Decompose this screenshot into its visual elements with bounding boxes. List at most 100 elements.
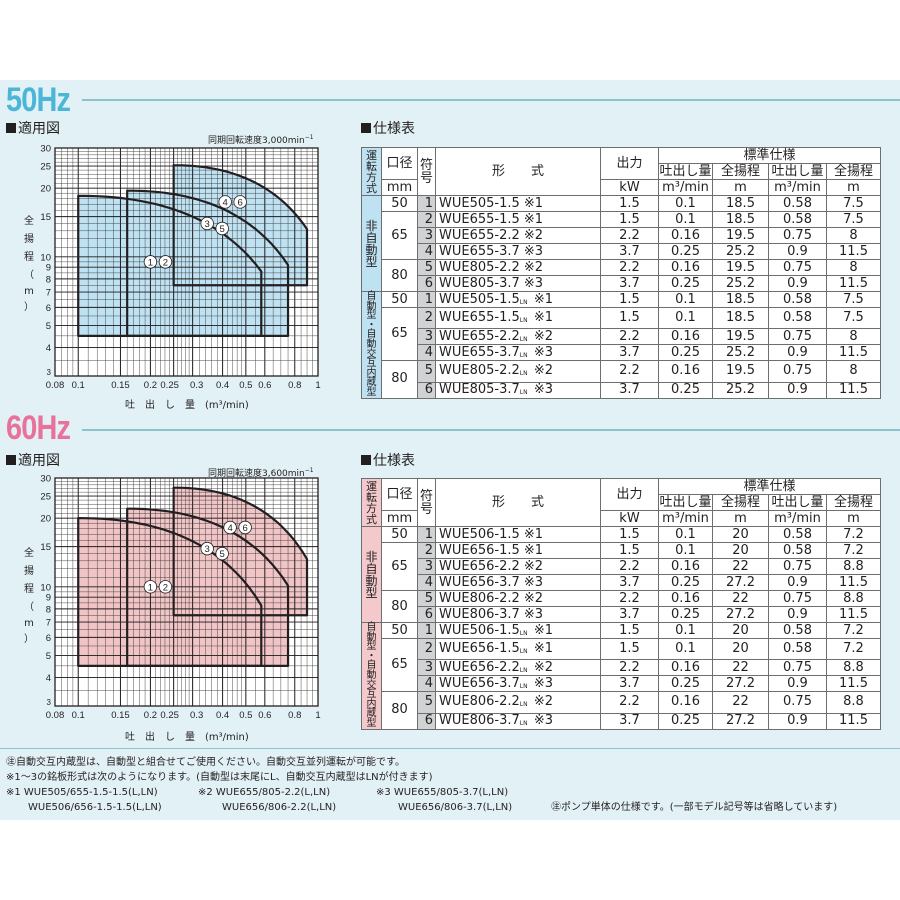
symbol-cell: 2 (417, 637, 436, 661)
header-head-2: 全揚程 (826, 163, 881, 180)
symbol-cell: 1 (417, 622, 436, 639)
flow-2-cell: 0.9 (768, 712, 827, 730)
svg-text:5: 5 (220, 549, 225, 560)
unit-head: m (826, 510, 881, 527)
flow-1-cell: 0.25 (658, 243, 713, 260)
flow-2-cell: 0.9 (768, 574, 827, 591)
head-2-cell: 7.5 (826, 291, 881, 308)
flow-2-cell: 0.75 (768, 259, 827, 276)
y-tick-label: 3 (47, 698, 52, 707)
table-row: 4 WUE656-3.7 ※3 3.7 0.25 27.2 0.9 11.5 (362, 574, 881, 591)
head-2-cell: 8 (826, 227, 881, 244)
head-2-cell: 7.5 (826, 195, 881, 212)
model-cell: WUE656-2.2 ※2 (435, 558, 601, 575)
svg-text:3: 3 (205, 544, 210, 555)
notes-divider (0, 748, 900, 749)
svg-text:6: 6 (242, 523, 247, 534)
head-2-cell: 8.8 (826, 659, 881, 677)
ln-suffix: LN (519, 351, 528, 359)
x-tick-label: 0.25 (160, 380, 179, 391)
flow-2-cell: 0.75 (768, 227, 827, 244)
symbol-cell: 3 (417, 558, 436, 575)
table-row: 4 WUE655-3.7 ※3 3.7 0.25 25.2 0.9 11.5 (362, 243, 881, 260)
region-label: 2 (158, 255, 173, 269)
x-tick-label: 0.8 (288, 380, 301, 391)
y-tick-label: 8 (46, 274, 51, 285)
x-tick-label: 0.5 (239, 710, 252, 721)
model-cell: WUE655-2.2 ※2 (435, 227, 601, 244)
symbol-cell: 3 (417, 227, 436, 244)
operation-mode: 非自動型 (361, 526, 382, 623)
ln-suffix: LN (519, 666, 528, 674)
spec-table-heading: 仕様表 (361, 453, 415, 469)
rpm-label: 同期回転速度3,600min−1 (208, 467, 314, 479)
output-cell: 1.5 (600, 306, 659, 330)
square-bullet-icon (361, 455, 371, 465)
ln-suffix: LN (519, 648, 528, 656)
flow-2-cell: 0.75 (768, 590, 827, 607)
bore-cell: 65 (381, 211, 418, 260)
output-cell: 3.7 (600, 712, 659, 730)
table-row: 3 WUE655-2.2LN ※2 2.2 0.16 19.5 0.75 8 (362, 328, 881, 346)
symbol-cell: 5 (417, 691, 436, 714)
ln-suffix: LN (519, 370, 528, 378)
header-flow-1: 吐出し量 (658, 494, 713, 511)
table-row: 65 2 WUE656-1.5LN ※1 1.5 0.1 20 0.58 7.2 (362, 637, 881, 693)
flow-2-cell: 0.58 (768, 291, 827, 308)
head-2-cell: 8.8 (826, 590, 881, 607)
header-flow-1: 吐出し量 (658, 163, 713, 180)
unit-flow: m³/min (658, 510, 713, 527)
svg-text:1: 1 (148, 582, 153, 593)
table-row: 3 WUE656-2.2LN ※2 2.2 0.16 22 0.75 8.8 (362, 659, 881, 677)
head-2-cell: 11.5 (826, 344, 881, 362)
header-output: 出力 (600, 478, 659, 511)
model-cell: WUE806-2.2LN ※2 (435, 691, 601, 714)
flow-1-cell: 0.25 (658, 712, 713, 730)
head-2-cell: 7.5 (826, 211, 881, 228)
table-row: 65 2 WUE655-1.5 ※1 1.5 0.1 18.5 0.58 7.5 (362, 211, 881, 260)
flow-1-cell: 0.1 (658, 622, 713, 639)
model-cell: WUE656-1.5LN ※1 (435, 637, 601, 661)
bore-cell: 65 (381, 306, 418, 362)
head-1-cell: 18.5 (712, 211, 769, 228)
output-cell: 2.2 (600, 328, 659, 346)
head-2-cell: 11.5 (826, 574, 881, 591)
head-2-cell: 11.5 (826, 712, 881, 730)
y-tick-label: 25 (40, 162, 51, 173)
flow-1-cell: 0.1 (658, 291, 713, 308)
output-cell: 3.7 (600, 381, 659, 399)
y-axis-label: 全揚程（m） (24, 548, 34, 645)
section-divider (82, 429, 900, 431)
header-symbol: 符号 (417, 147, 436, 196)
flow-1-cell: 0.25 (658, 275, 713, 292)
frequency-title-60hz: 60Hz (6, 409, 71, 447)
head-2-cell: 8 (826, 360, 881, 383)
flow-1-cell: 0.16 (658, 691, 713, 714)
spec-table-50hz: 運転方式口径符号形 式出力 標準仕様 吐出し量 全揚程 吐出し量 全揚程 mm kW m³/mi… (361, 147, 881, 399)
head-1-cell: 27.2 (712, 675, 769, 693)
x-tick-label: 0.3 (190, 380, 203, 391)
section-divider (82, 99, 900, 101)
x-tick-label: 0.2 (144, 380, 157, 391)
flow-2-cell: 0.58 (768, 526, 827, 543)
unit-flow: m³/min (658, 179, 713, 196)
y-tick-label: 5 (46, 321, 51, 332)
note-line: ※1 WUE505/655-1.5-1.5(L,LN) ※2 WUE655/80… (6, 787, 509, 798)
flow-1-cell: 0.16 (658, 328, 713, 346)
model-cell: WUE805-3.7LN ※3 (435, 381, 601, 399)
output-cell: 3.7 (600, 275, 659, 292)
flow-1-cell: 0.16 (658, 659, 713, 677)
x-tick-label: 0.5 (239, 380, 252, 391)
region-outline (172, 164, 309, 287)
y-tick-label: 20 (40, 514, 51, 525)
head-2-cell: 11.5 (826, 381, 881, 399)
spec-table-heading: 仕様表 (361, 121, 415, 137)
head-2-cell: 8.8 (826, 558, 881, 575)
model-cell: WUE505-1.5 ※1 (435, 195, 601, 212)
output-cell: 2.2 (600, 259, 659, 276)
region-outline (126, 189, 290, 337)
head-2-cell: 7.2 (826, 526, 881, 543)
region-label: 4 (218, 195, 232, 209)
head-1-cell: 20 (712, 526, 769, 543)
